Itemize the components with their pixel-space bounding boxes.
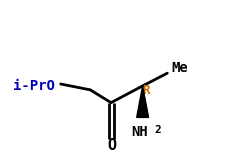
Text: O: O — [108, 138, 117, 153]
Text: i-PrO: i-PrO — [13, 79, 55, 93]
Text: NH: NH — [131, 125, 148, 139]
Text: 2: 2 — [154, 125, 161, 135]
Text: R: R — [143, 84, 150, 97]
Polygon shape — [137, 86, 148, 117]
Text: Me: Me — [172, 61, 189, 75]
